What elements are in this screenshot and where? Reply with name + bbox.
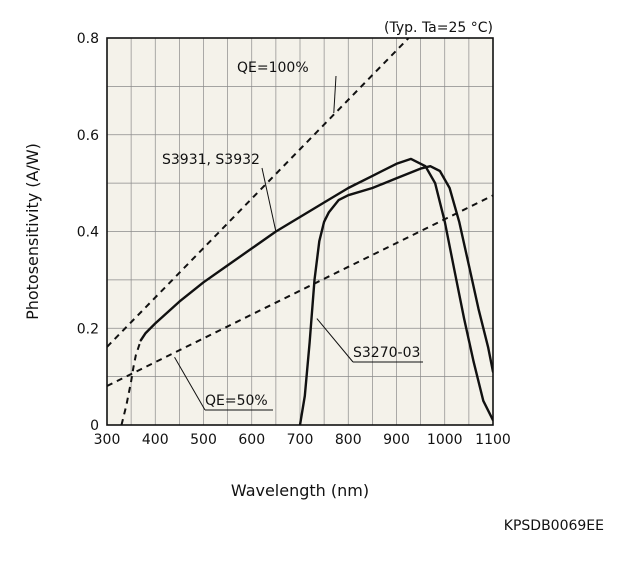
series-line-0 — [139, 157, 493, 422]
y-tick-label: 0.6 — [77, 128, 99, 144]
gridlines — [107, 37, 493, 425]
series-line-1 — [298, 165, 493, 425]
x-tick-label: 600 — [238, 432, 265, 448]
x-tick-label: 1000 — [427, 432, 463, 448]
y-tick-label: 0.2 — [77, 321, 99, 337]
condition-label: (Typ. Ta=25 °C) — [384, 20, 493, 36]
leader-line — [316, 318, 354, 363]
y-tick-label: 0 — [90, 418, 99, 434]
x-tick-label: 1100 — [475, 432, 511, 448]
leader-line — [333, 75, 337, 114]
plot-frame — [106, 37, 494, 426]
x-tick-label: 800 — [335, 432, 362, 448]
y-tick-label: 0.8 — [77, 31, 99, 47]
annotation-qe100: QE=100% — [237, 60, 309, 76]
leader-line — [261, 167, 277, 232]
annotation-leaders — [174, 75, 423, 411]
y-axis-title: Photosensitivity (A/W) — [23, 143, 42, 320]
series-line-4 — [107, 194, 493, 387]
tick-labels: 300 400 500 600 700 800 900 1000 1100 0 0.2 0.4 0.6 0… — [77, 31, 511, 448]
x-tick-label: 900 — [383, 432, 410, 448]
series-lines — [107, 38, 493, 425]
x-tick-label: 700 — [287, 432, 314, 448]
series-line-3 — [107, 38, 410, 348]
annotation-s3931-s3932: S3931, S3932 — [162, 152, 260, 168]
x-tick-label: 500 — [190, 432, 217, 448]
leader-line — [174, 357, 206, 411]
x-tick-label: 400 — [142, 432, 169, 448]
x-axis-title: Wavelength (nm) — [231, 481, 369, 500]
y-tick-label: 0.4 — [77, 225, 99, 241]
x-tick-label: 300 — [94, 432, 121, 448]
annotation-s3270-03: S3270-03 — [353, 345, 420, 361]
annotation-qe50: QE=50% — [205, 393, 268, 409]
series-line-2 — [120, 339, 142, 425]
document-code: KPSDB0069EE — [503, 518, 604, 534]
